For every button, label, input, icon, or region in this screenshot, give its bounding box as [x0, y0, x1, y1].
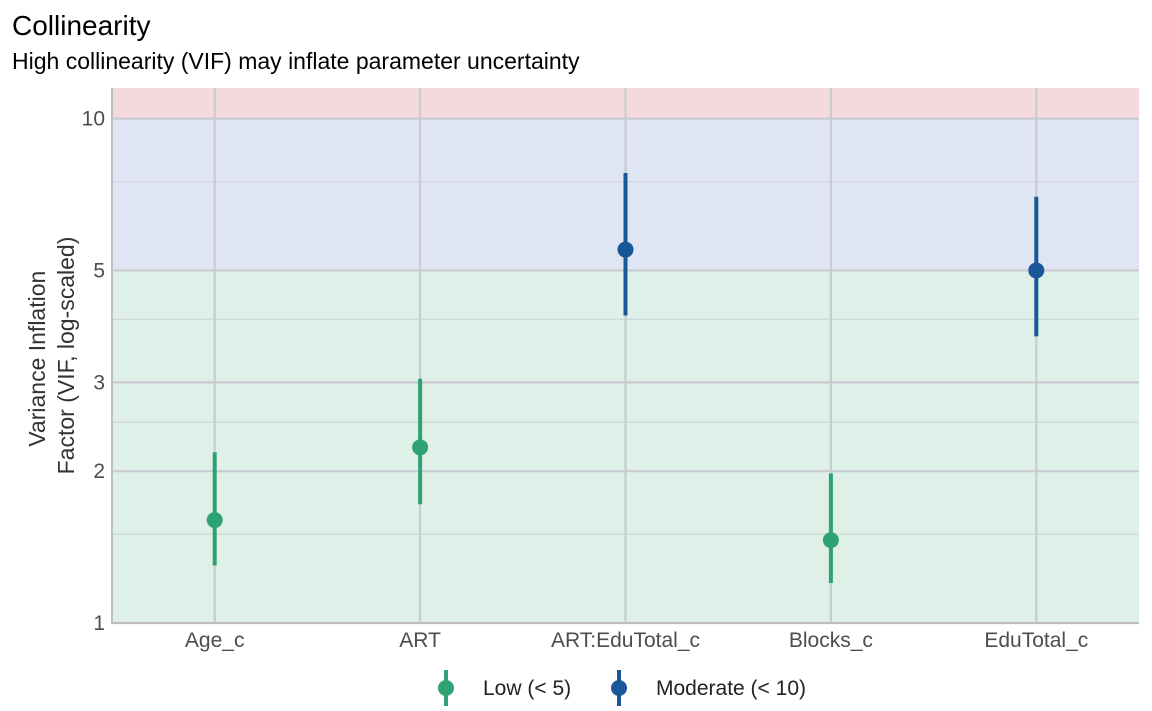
point-EduTotal_c: [1028, 262, 1045, 279]
x-tick-label: ART: [399, 629, 441, 652]
x-tick-label: Age_c: [185, 629, 245, 652]
y-tick-label: 1: [93, 612, 105, 635]
legend-key-dot-low: [438, 680, 454, 696]
y-tick-label: 2: [93, 460, 105, 483]
point-ART:EduTotal_c: [617, 241, 634, 258]
chart-subtitle: High collinearity (VIF) may inflate para…: [12, 48, 580, 74]
legend: Low (< 5) Moderate (< 10): [438, 670, 806, 706]
point-Age_c: [206, 512, 223, 529]
y-tick-label: 5: [93, 259, 105, 282]
point-ART: [412, 439, 429, 456]
legend-label-low: Low (< 5): [483, 677, 571, 700]
y-axis-title-line-1: Variance Inflation: [24, 271, 50, 447]
point-Blocks_c: [822, 532, 839, 549]
data-points: [206, 173, 1045, 584]
chart-title: Collinearity: [12, 10, 151, 41]
y-tick-labels: 1 2 3 5 10: [82, 108, 105, 635]
y-axis-title-line-2: Factor (VIF, log-scaled): [53, 237, 79, 475]
x-tick-label: ART:EduTotal_c: [551, 629, 700, 652]
x-tick-label: Blocks_c: [789, 629, 873, 652]
axis-lines: [111, 88, 1139, 624]
legend-key-dot-moderate: [611, 680, 627, 696]
y-tick-label: 10: [82, 108, 105, 131]
x-tick-label: EduTotal_c: [984, 629, 1088, 652]
x-tick-labels: Age_c ART ART:EduTotal_c Blocks_c EduTotal_c: [185, 629, 1088, 652]
y-tick-label: 3: [93, 371, 105, 394]
legend-label-moderate: Moderate (< 10): [656, 677, 806, 700]
y-axis-title: Variance Inflation Factor (VIF, log-scal…: [24, 237, 79, 475]
